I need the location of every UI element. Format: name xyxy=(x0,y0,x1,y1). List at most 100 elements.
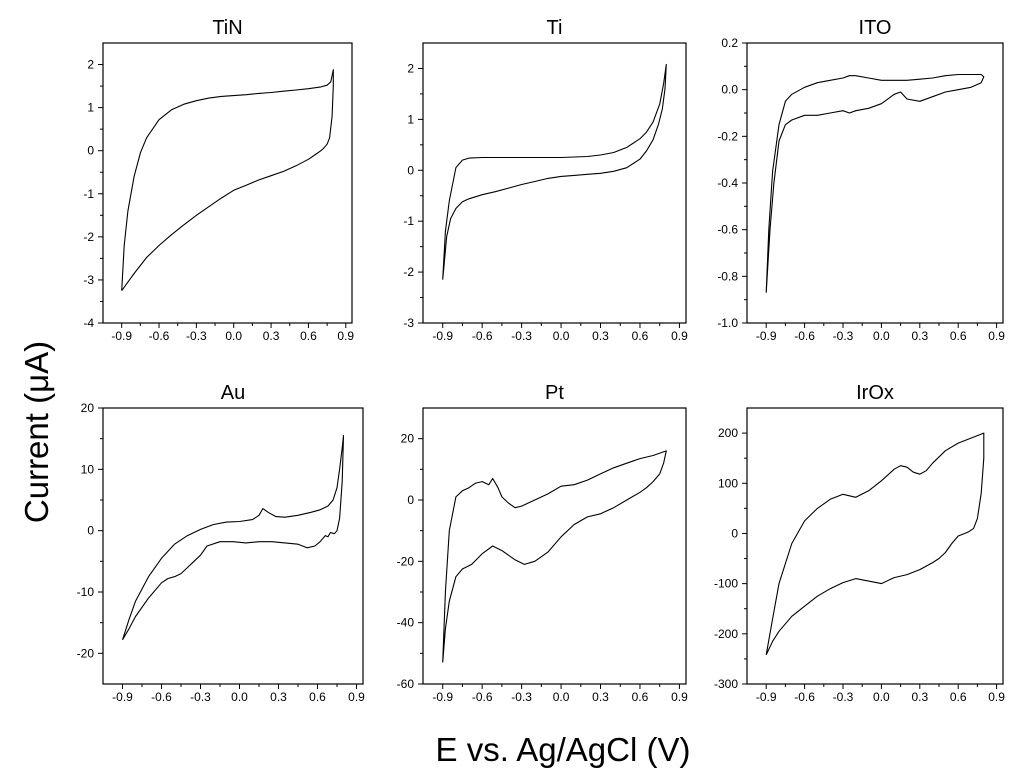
panel-title-pt: Pt xyxy=(545,382,564,404)
y-tick-label-ti: 2 xyxy=(407,61,414,75)
y-tick-label-ito: -0.2 xyxy=(717,129,738,143)
x-tick-label-irox: 0.9 xyxy=(988,690,1005,704)
y-tick-label-ti: -2 xyxy=(403,265,414,279)
x-tick-label-ito: 0.9 xyxy=(988,329,1005,343)
panel-tin: TiN -0.9 -0.6 -0.3 0.0 0.3 0.6 0.9 -4 -3 -2 -1 0 1 2 xyxy=(83,17,354,343)
y-tick-label-irox: 100 xyxy=(718,476,738,490)
y-tick-label-pt: 20 xyxy=(401,432,415,446)
x-tick-label-au: 0.9 xyxy=(348,690,365,704)
x-tick-label-ito: -0.6 xyxy=(794,329,815,343)
y-tick-label-tin: -1 xyxy=(83,187,94,201)
x-tick-label-ti: 0.6 xyxy=(632,329,649,343)
y-tick-label-au: 0 xyxy=(87,524,94,538)
y-tick-label-au: -10 xyxy=(77,585,95,599)
x-tick-label-ito: 0.0 xyxy=(873,329,890,343)
figure-y-axis-title: Current (μA) xyxy=(18,341,55,523)
x-tick-label-tin: 0.3 xyxy=(263,329,280,343)
x-tick-label-au: 0.0 xyxy=(231,690,248,704)
y-tick-label-ito: -0.4 xyxy=(717,176,738,190)
x-tick-label-tin: -0.3 xyxy=(186,329,207,343)
y-tick-label-pt: -40 xyxy=(397,616,415,630)
plot-frame-ito xyxy=(746,42,1004,324)
plot-frame-tin xyxy=(102,42,353,324)
x-tick-label-ito: 0.3 xyxy=(911,329,928,343)
x-tick-label-ti: -0.3 xyxy=(511,329,532,343)
x-tick-label-tin: 0.9 xyxy=(337,329,354,343)
x-tick-label-irox: -0.3 xyxy=(833,690,854,704)
y-tick-label-ito: 0.0 xyxy=(721,83,738,97)
y-tick-label-tin: -2 xyxy=(83,230,94,244)
y-tick-label-irox: -300 xyxy=(714,677,738,691)
y-tick-label-tin: 0 xyxy=(87,144,94,158)
panel-title-tin: TiN xyxy=(212,17,242,39)
x-tick-label-ti: -0.6 xyxy=(472,329,493,343)
x-tick-label-irox: -0.6 xyxy=(794,690,815,704)
x-tick-label-ito: -0.9 xyxy=(756,329,777,343)
figure-x-axis-title: E vs. Ag/AgCl (V) xyxy=(436,731,691,768)
cv-curve-au xyxy=(121,435,345,641)
x-tick-label-au: -0.9 xyxy=(112,690,133,704)
panel-ti: Ti -0.9 -0.6 -0.3 0.0 0.3 0.6 0.9 -3 -2 -1 0 1 2 xyxy=(403,17,688,343)
y-tick-label-ito: -0.8 xyxy=(717,269,738,283)
x-tick-label-tin: -0.9 xyxy=(111,329,132,343)
x-tick-label-ti: 0.3 xyxy=(592,329,609,343)
y-tick-label-pt: -20 xyxy=(397,554,415,568)
y-tick-label-irox: -100 xyxy=(714,577,738,591)
x-tick-label-irox: 0.0 xyxy=(873,690,890,704)
y-tick-label-pt: -60 xyxy=(397,677,415,691)
x-tick-label-pt: 0.0 xyxy=(553,690,570,704)
plot-frame-irox xyxy=(746,407,1004,685)
panel-irox: IrOx -0.9 -0.6 -0.3 0.0 0.3 0.6 0.9 -300 -200 -100… xyxy=(714,382,1005,704)
y-tick-label-irox: -200 xyxy=(714,627,738,641)
y-tick-label-irox: 0 xyxy=(731,526,738,540)
x-tick-label-tin: 0.6 xyxy=(300,329,317,343)
x-tick-label-irox: -0.9 xyxy=(756,690,777,704)
x-tick-label-pt: -0.6 xyxy=(472,690,493,704)
x-tick-label-pt: 0.6 xyxy=(632,690,649,704)
panel-ito: ITO -0.9 -0.6 -0.3 0.0 0.3 0.6 0.9 -1.0 -0.8 -0.6 -… xyxy=(717,17,1005,343)
cv-curve-pt xyxy=(442,450,667,663)
y-tick-label-au: 10 xyxy=(81,462,95,476)
x-tick-label-irox: 0.6 xyxy=(950,690,967,704)
x-tick-label-au: 0.3 xyxy=(270,690,287,704)
y-tick-label-ti: -3 xyxy=(403,316,414,330)
y-tick-label-ito: -1.0 xyxy=(717,316,738,330)
x-tick-label-tin: 0.0 xyxy=(225,329,242,343)
x-tick-label-pt: 0.9 xyxy=(671,690,688,704)
y-tick-label-tin: -3 xyxy=(83,273,94,287)
y-tick-label-ti: 0 xyxy=(407,163,414,177)
panel-title-ti: Ti xyxy=(547,17,563,39)
y-tick-label-pt: 0 xyxy=(407,493,414,507)
x-tick-label-au: -0.3 xyxy=(190,690,211,704)
y-tick-label-tin: -4 xyxy=(83,316,94,330)
y-tick-label-ito: 0.2 xyxy=(721,36,738,50)
cv-curve-ti xyxy=(442,63,667,280)
x-tick-label-ti: 0.9 xyxy=(671,329,688,343)
x-tick-label-ti: -0.9 xyxy=(432,329,453,343)
panel-au: Au -0.9 -0.6 -0.3 0.0 0.3 0.6 0.9 -20 -10 0 10 20 xyxy=(77,382,366,704)
y-tick-label-ti: -1 xyxy=(403,214,414,228)
plot-frame-pt xyxy=(422,407,687,685)
y-tick-label-tin: 2 xyxy=(87,58,94,72)
panel-pt: Pt -0.9 -0.6 -0.3 0.0 0.3 0.6 0.9 -60 -40 -20 0 20 xyxy=(397,382,688,704)
x-tick-label-au: -0.6 xyxy=(151,690,172,704)
panel-title-irox: IrOx xyxy=(856,382,894,404)
cv-curve-tin xyxy=(121,69,334,292)
cv-curve-irox xyxy=(765,432,985,656)
y-tick-label-tin: 1 xyxy=(87,101,94,115)
y-tick-label-irox: 200 xyxy=(718,426,738,440)
x-tick-label-au: 0.6 xyxy=(309,690,326,704)
x-tick-label-tin: -0.6 xyxy=(149,329,170,343)
panels-group: TiN-0.9 -0.6 -0.3 0.0 0.3 0.6 0.9-4-3-2-1012Ti… xyxy=(77,17,1006,704)
x-tick-label-ito: 0.6 xyxy=(950,329,967,343)
y-tick-label-ito: -0.6 xyxy=(717,223,738,237)
plot-frame-ti xyxy=(422,42,687,324)
panel-title-ito: ITO xyxy=(859,17,892,39)
y-tick-label-au: -20 xyxy=(77,646,95,660)
plot-frame-au xyxy=(102,407,364,685)
x-tick-label-irox: 0.3 xyxy=(911,690,928,704)
x-tick-label-pt: -0.9 xyxy=(432,690,453,704)
x-tick-label-ito: -0.3 xyxy=(833,329,854,343)
y-tick-label-au: 20 xyxy=(81,401,95,415)
